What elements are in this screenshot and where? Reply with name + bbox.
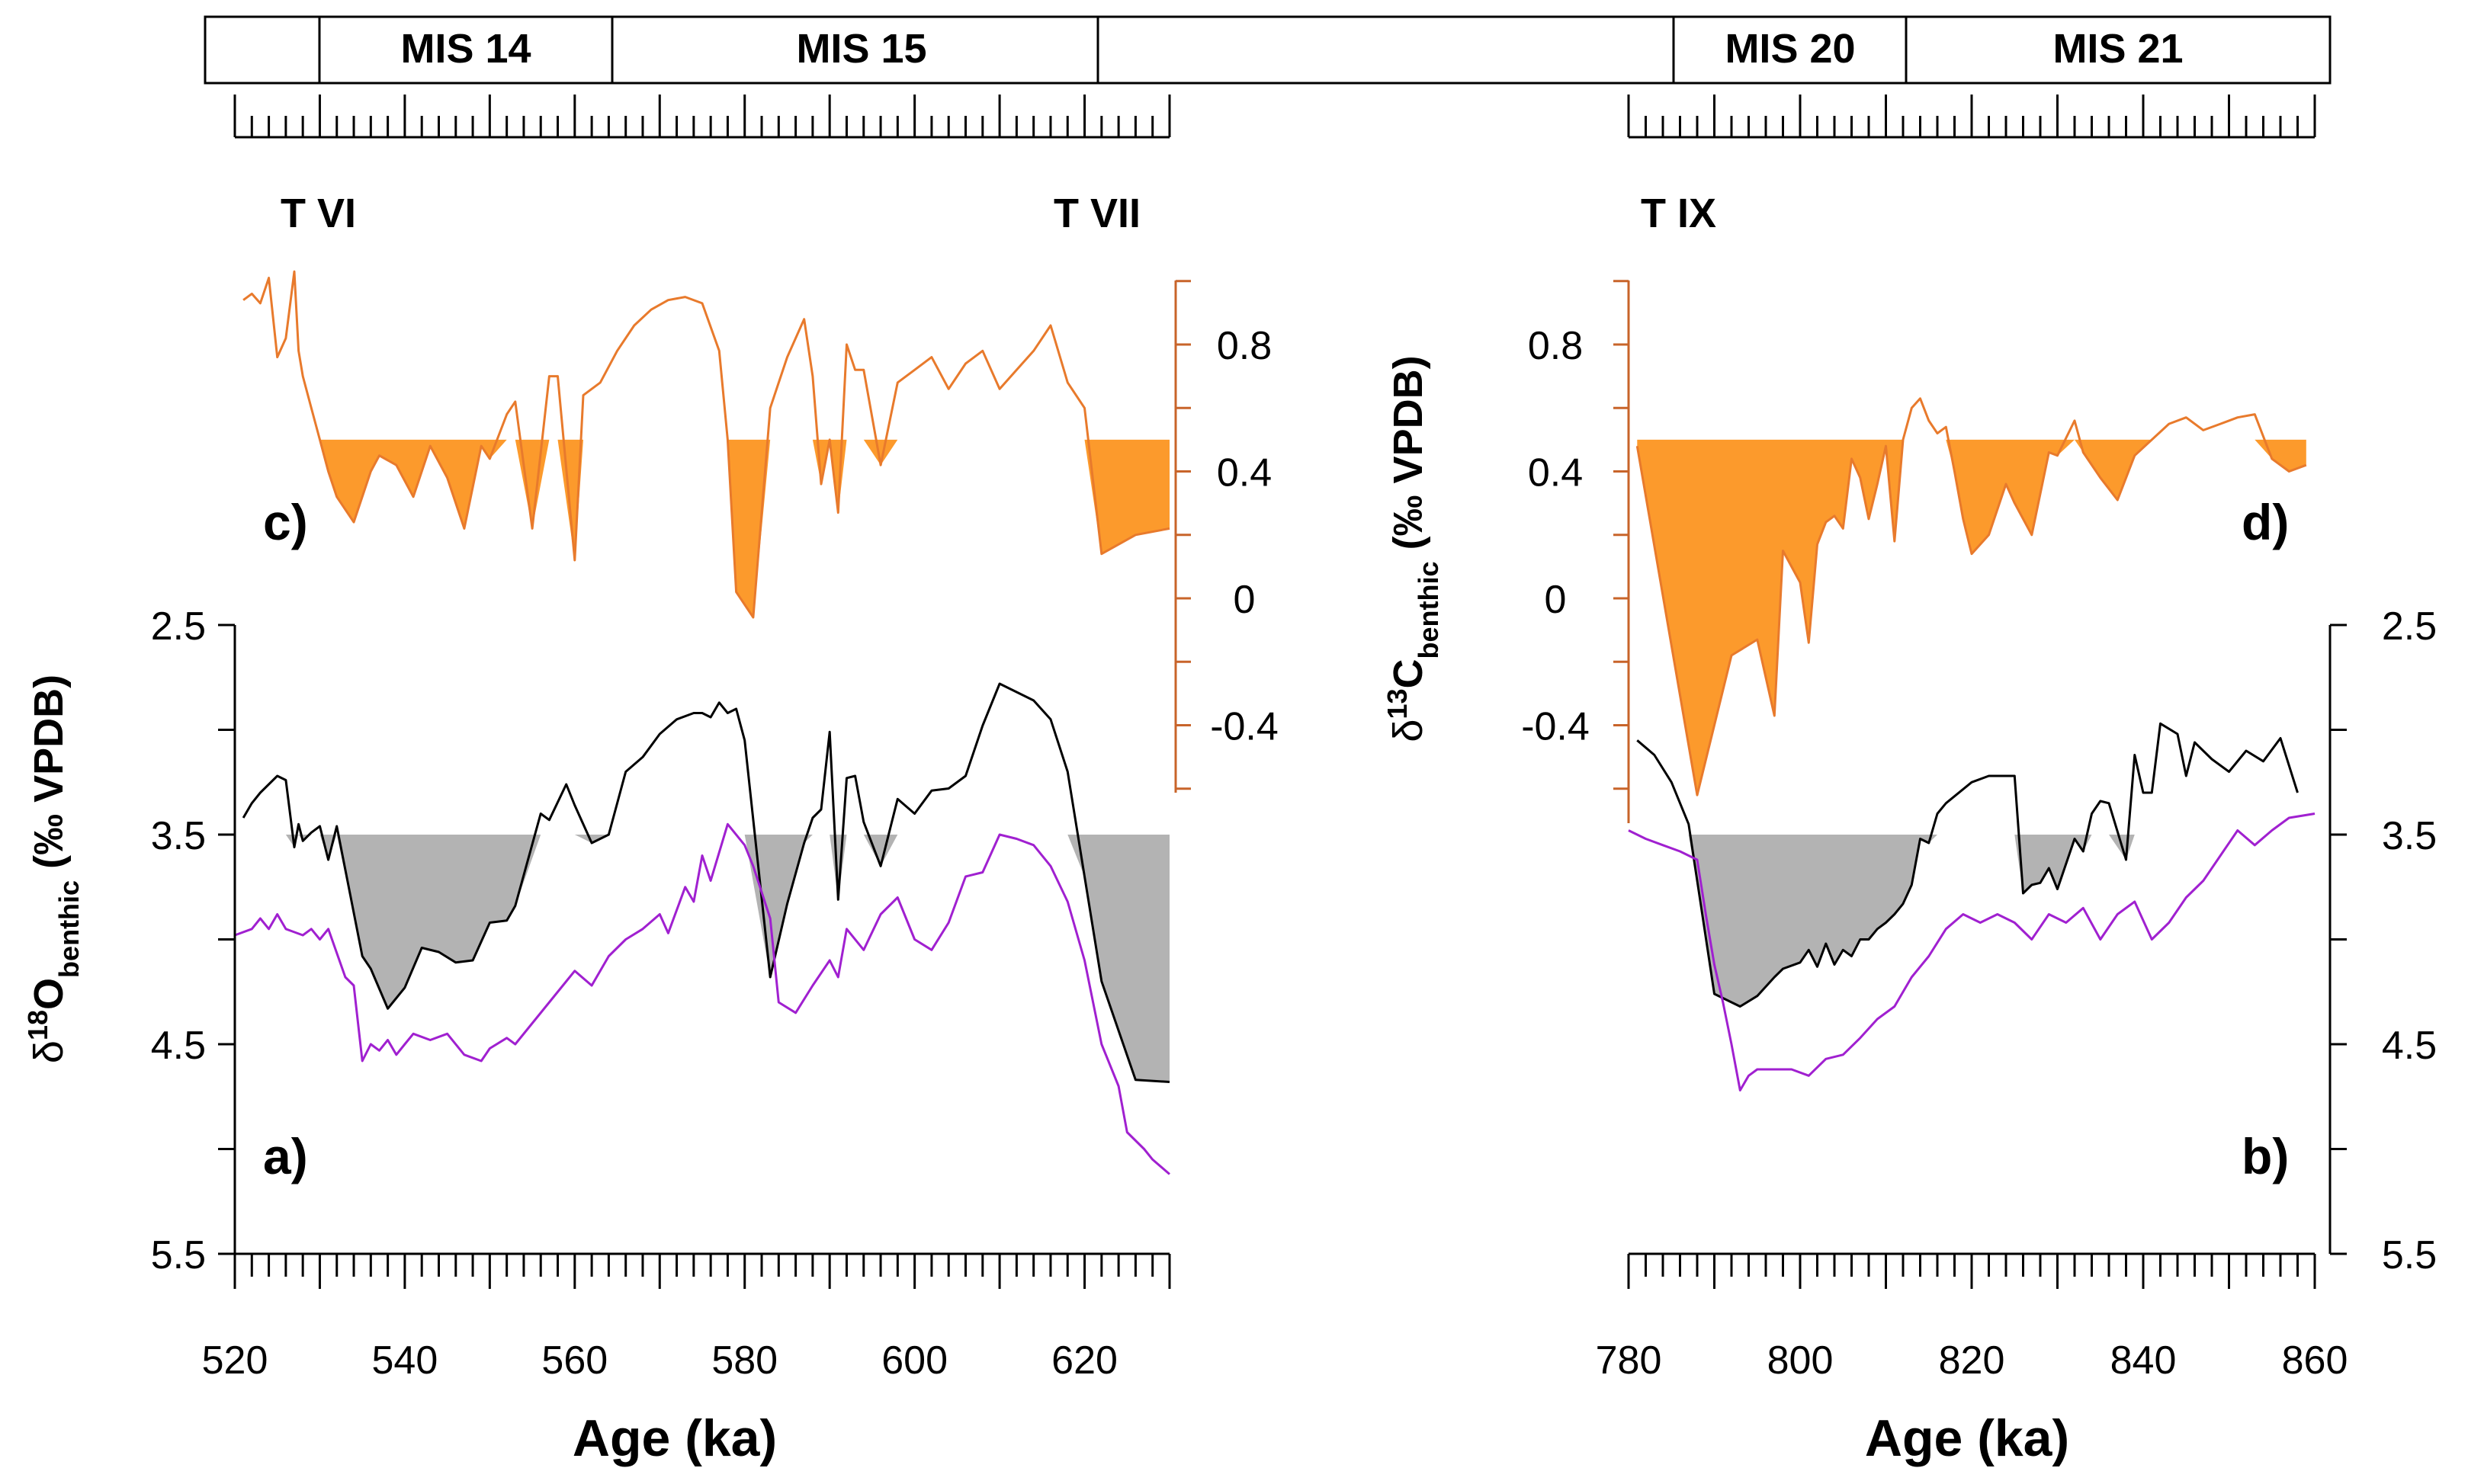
panel-label-a: a) xyxy=(263,1128,308,1184)
threshold-fill-a xyxy=(243,835,1170,1082)
y-tick-label: 3.5 xyxy=(2382,814,2437,858)
top-axis-left xyxy=(233,95,1171,139)
mis-21-label: MIS 21 xyxy=(2052,26,2183,72)
x-tick-label: 540 xyxy=(372,1338,438,1383)
x-tick-label: 800 xyxy=(1767,1338,1834,1383)
d13c-left-axis: -0.4 0 0.4 0.8 xyxy=(1174,280,1279,793)
x-axis-left: 520 540 560 580 600 620 xyxy=(202,1252,1171,1383)
y-tick-label: 5.5 xyxy=(151,1233,206,1277)
x-tick-label: 600 xyxy=(881,1338,948,1383)
series-line-d-main xyxy=(1635,397,2307,796)
series-line-b-main xyxy=(1636,722,2299,1008)
termination-t9-label: T IX xyxy=(1641,191,1716,236)
series-line-a-purple xyxy=(234,822,1170,1175)
series-line-b-purple xyxy=(1628,813,2316,1091)
y-tick-label: 2.5 xyxy=(151,604,206,649)
d18o-left-axis: 2.5 3.5 4.5 5.5 xyxy=(151,604,236,1277)
mis-15-label: MIS 15 xyxy=(796,26,926,72)
threshold-fill-c xyxy=(243,439,1170,617)
plot-area: 2.5 3.5 4.5 5.5 2.5 3.5 4.5 5.5 -0.4 0 0.4 0.8 -0.4 0… xyxy=(151,95,2437,1383)
y-tick-label: 5.5 xyxy=(2382,1233,2437,1277)
x-tick-label: 520 xyxy=(202,1338,268,1383)
termination-t6-label: T VI xyxy=(281,191,356,236)
y-tick-label: -0.4 xyxy=(1521,705,1590,749)
y-tick-label: 2.5 xyxy=(2382,604,2437,649)
mis-20-label: MIS 20 xyxy=(1725,26,1855,72)
x-axis-title-right: Age (ka) xyxy=(1865,1409,2069,1467)
x-tick-label: 860 xyxy=(2282,1338,2348,1383)
series-line-c-main xyxy=(242,270,1170,619)
x-tick-label: 780 xyxy=(1596,1338,1662,1383)
panel-label-d: d) xyxy=(2242,494,2289,550)
y-tick-label: 0.4 xyxy=(1528,451,1583,495)
threshold-fill-d xyxy=(1637,439,2306,796)
d18o-axis-label: δ18Obenthic (‰ VPDB) xyxy=(22,675,85,1063)
x-tick-label: 580 xyxy=(711,1338,778,1383)
y-tick-label: 4.5 xyxy=(151,1024,206,1068)
y-tick-label: 4.5 xyxy=(2382,1024,2437,1068)
mis-14-label: MIS 14 xyxy=(400,26,531,72)
y-tick-label: 0.8 xyxy=(1217,324,1272,368)
mis-bar-frame xyxy=(204,15,2332,85)
y-tick-label: -0.4 xyxy=(1210,705,1279,749)
threshold-fill-b xyxy=(1637,835,2298,1007)
y-tick-label: 3.5 xyxy=(151,814,206,858)
mis-bar: MIS 14 MIS 15 MIS 20 MIS 21 xyxy=(204,15,2332,85)
y-tick-label: 0 xyxy=(1545,578,1567,622)
x-axis-right: 780 800 820 840 860 xyxy=(1596,1252,2348,1383)
x-tick-label: 820 xyxy=(1939,1338,2005,1383)
series-line-a-main xyxy=(242,682,1170,1083)
y-tick-label: 0 xyxy=(1234,578,1256,622)
x-tick-label: 620 xyxy=(1051,1338,1118,1383)
d13c-right-axis: -0.4 0 0.4 0.8 xyxy=(1521,280,1630,823)
x-axis-title-left: Age (ka) xyxy=(573,1409,777,1467)
y-tick-label: 0.8 xyxy=(1528,324,1583,368)
d13c-axis-label: δ13Cbenthic (‰ VPDB) xyxy=(1382,355,1444,742)
termination-t7-label: T VII xyxy=(1054,191,1141,236)
x-tick-label: 560 xyxy=(541,1338,608,1383)
top-axis-right xyxy=(1627,95,2316,139)
x-tick-label: 840 xyxy=(2110,1338,2177,1383)
d18o-right-axis: 2.5 3.5 4.5 5.5 xyxy=(2328,604,2437,1277)
panel-label-b: b) xyxy=(2242,1128,2289,1184)
y-tick-label: 0.4 xyxy=(1217,451,1272,495)
panel-label-c: c) xyxy=(263,494,308,550)
